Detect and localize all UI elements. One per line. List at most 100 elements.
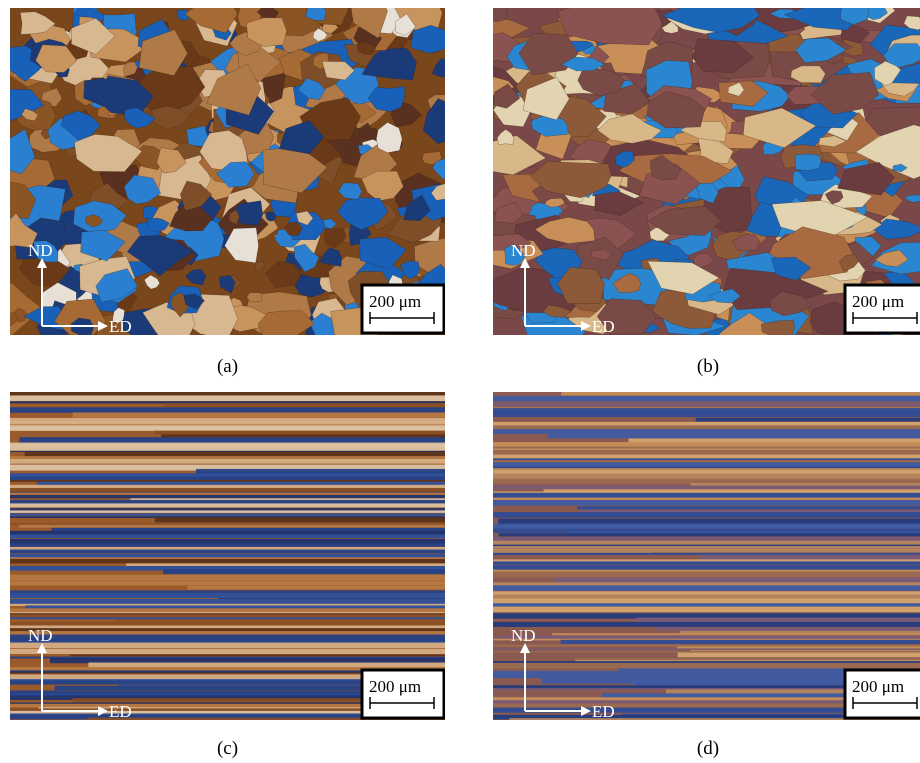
- band: [164, 403, 463, 407]
- band: [561, 640, 920, 644]
- band: [10, 643, 445, 649]
- band: [493, 537, 920, 541]
- band: [548, 434, 920, 438]
- band: [493, 622, 920, 627]
- band: [10, 523, 445, 525]
- band: [493, 442, 920, 447]
- band: [493, 648, 920, 649]
- band: [577, 506, 920, 509]
- band: [26, 605, 453, 608]
- band: [493, 572, 920, 578]
- band: [629, 439, 920, 443]
- band: [493, 468, 920, 470]
- axis-label: ED: [592, 317, 615, 336]
- panel-caption: (b): [697, 356, 719, 377]
- grain: [266, 212, 276, 222]
- band: [10, 617, 445, 619]
- band: [10, 513, 445, 516]
- band: [10, 639, 445, 641]
- band: [10, 613, 445, 614]
- band: [493, 500, 920, 505]
- band: [10, 480, 445, 482]
- band: [493, 470, 920, 474]
- band: [10, 422, 445, 425]
- band: [10, 407, 445, 413]
- panel-caption: (d): [697, 738, 719, 759]
- axis-label: ND: [28, 241, 53, 260]
- band: [574, 658, 920, 660]
- band: [554, 577, 920, 583]
- band: [493, 570, 920, 572]
- band: [10, 649, 445, 654]
- figure: NDED200 μm(a)NDED200 μm(b)NDED200 μm(c)N…: [0, 0, 920, 763]
- band: [493, 524, 920, 529]
- band: [493, 561, 920, 564]
- band: [493, 512, 920, 518]
- scale-label: 200 μm: [852, 677, 904, 696]
- band: [10, 550, 445, 554]
- band: [561, 392, 920, 396]
- band: [493, 553, 920, 555]
- band: [50, 658, 481, 663]
- band: [10, 485, 445, 488]
- band: [544, 489, 920, 491]
- band: [493, 402, 920, 406]
- band: [10, 493, 445, 495]
- band: [19, 437, 446, 443]
- band: [10, 590, 445, 591]
- band: [493, 460, 920, 462]
- band: [10, 500, 445, 504]
- band: [10, 445, 445, 451]
- scale-label: 200 μm: [369, 677, 421, 696]
- band: [493, 651, 920, 653]
- band: [493, 585, 920, 590]
- band: [10, 495, 445, 498]
- micrograph: ND ED 200 μm: [0, 0, 465, 361]
- band: [493, 541, 920, 545]
- band: [493, 467, 920, 469]
- band: [70, 655, 467, 657]
- band: [493, 493, 920, 498]
- band: [10, 510, 445, 513]
- band: [493, 447, 920, 449]
- band: [10, 477, 445, 480]
- band: [493, 546, 920, 549]
- grain: [306, 1, 327, 21]
- panel-caption: (a): [217, 356, 238, 377]
- band: [10, 635, 445, 637]
- band: [493, 593, 920, 595]
- grain: [795, 154, 821, 171]
- band: [10, 628, 445, 631]
- band: [115, 619, 516, 621]
- band: [493, 396, 920, 401]
- band: [25, 452, 452, 457]
- band: [10, 582, 445, 585]
- band: [10, 395, 445, 401]
- axis-label: ED: [592, 702, 615, 721]
- band: [493, 479, 920, 484]
- grain: [484, 3, 508, 22]
- band: [19, 525, 451, 528]
- axis-label: ED: [109, 317, 132, 336]
- band: [493, 498, 920, 500]
- grain: [258, 311, 314, 344]
- band: [678, 653, 920, 658]
- band: [493, 425, 920, 429]
- band: [87, 718, 522, 723]
- band: [493, 462, 920, 466]
- band: [10, 401, 445, 403]
- band: [10, 428, 445, 431]
- band: [493, 429, 920, 434]
- band: [493, 474, 920, 479]
- band: [73, 412, 486, 417]
- band: [10, 559, 445, 563]
- axis-label: ND: [28, 626, 53, 645]
- band: [163, 569, 521, 574]
- band: [696, 418, 920, 422]
- band: [493, 607, 920, 613]
- grain: [247, 293, 262, 302]
- band: [10, 599, 445, 604]
- band: [10, 575, 445, 581]
- band: [161, 434, 457, 437]
- scale-label: 200 μm: [369, 292, 421, 311]
